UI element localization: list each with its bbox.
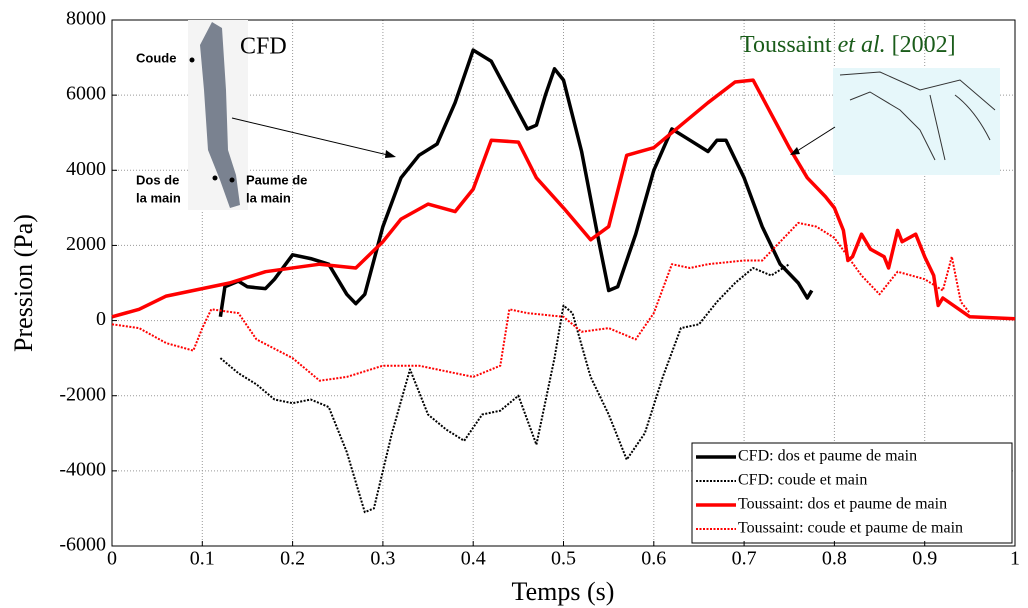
y-tick-label: -2000	[59, 383, 106, 405]
x-tick-label: 0.9	[912, 548, 937, 570]
inset-label: Coude	[136, 50, 176, 65]
legend-label: CFD: coude et main	[738, 472, 867, 489]
legend-box	[691, 442, 1013, 544]
lines	[111, 48, 1016, 514]
inset-label: la main	[136, 190, 181, 205]
marker	[229, 177, 235, 183]
annotation-part: et al.	[838, 32, 886, 58]
legend-label: CFD: dos et paume de main	[738, 448, 917, 465]
series-line	[218, 48, 814, 318]
legend: CFD: dos et paume de main CFD: coude et m…	[691, 442, 1013, 544]
inset-image	[833, 68, 1000, 175]
x-tick-label: 0.5	[551, 548, 576, 570]
x-axis-label: Temps (s)	[512, 577, 615, 606]
x-tick-label: 0.1	[190, 548, 215, 570]
annotation: Toussaint et al. [2002]	[740, 32, 956, 58]
arrowhead	[790, 147, 800, 155]
arrow	[231, 117, 393, 157]
marker	[189, 57, 195, 63]
x-tick-label: 1	[1010, 548, 1020, 570]
arm-shape	[200, 22, 240, 208]
series-line	[111, 78, 1016, 321]
x-tick-label: 0	[107, 548, 117, 570]
y-tick-label: 4000	[66, 158, 106, 180]
y-tick-label: 8000	[66, 8, 106, 30]
y-tick-label: 6000	[66, 83, 106, 105]
marker	[212, 175, 218, 181]
series-line	[219, 263, 790, 514]
y-tick-label: -4000	[59, 458, 106, 480]
y-tick-label: 2000	[66, 233, 106, 255]
inset-label: Dos de	[136, 172, 179, 187]
x-tick-label: 0.4	[461, 548, 486, 570]
hand-drawing	[839, 71, 996, 161]
y-tick-label: 0	[96, 308, 106, 330]
arrow	[793, 126, 836, 154]
inset-label: la main	[246, 190, 291, 205]
legend-label: Toussaint: coude et paume de main	[738, 520, 963, 537]
y-tick-label: -6000	[59, 534, 106, 556]
arrowhead	[385, 150, 396, 158]
x-tick-label: 0.6	[641, 548, 666, 570]
annotation: CFD	[240, 34, 287, 60]
legend-label: Toussaint: dos et paume de main	[738, 496, 947, 513]
x-tick-label: 0.3	[370, 548, 395, 570]
x-tick-label: 0.2	[280, 548, 305, 570]
annotation-part: [2002]	[886, 32, 956, 58]
x-tick-label: 0.8	[822, 548, 847, 570]
x-tick-label: 0.7	[732, 548, 757, 570]
series-line	[111, 221, 971, 382]
inset-label: Paume de	[246, 172, 307, 187]
y-axis-label: Pression (Pa)	[9, 214, 38, 352]
annotation-part: Toussaint	[740, 32, 838, 58]
